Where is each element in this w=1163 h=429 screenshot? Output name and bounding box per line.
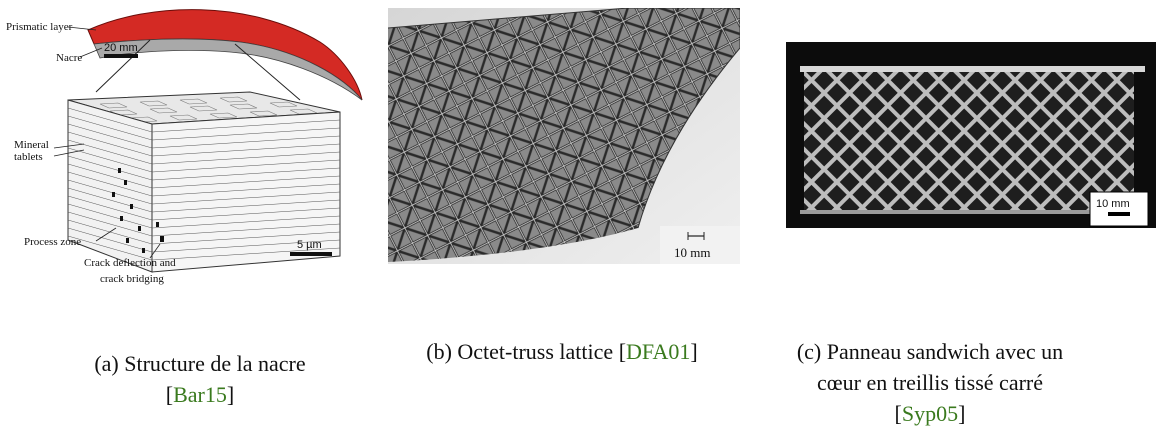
scale-top-bar xyxy=(104,54,138,58)
scale-box xyxy=(1089,191,1149,227)
nacre-layer-shape xyxy=(93,38,363,101)
truss-block xyxy=(388,8,740,262)
scale-top-label: 20 mm xyxy=(104,42,138,54)
scale-label-backdrop xyxy=(660,226,740,264)
front-tablet-rows xyxy=(67,107,153,261)
caption-c-ref-line: [Syp05] xyxy=(894,401,966,426)
caption-c: (c) Panneau sandwich avec un cœur en tre… xyxy=(770,336,1090,429)
scale-label: 10 mm xyxy=(674,245,710,260)
label-crack-deflection: Crack deflection and xyxy=(84,257,176,269)
label-mineral-tablets-2: tablets xyxy=(14,151,43,163)
scale-bottom-bar xyxy=(290,252,332,256)
hexagon-tiling xyxy=(99,96,318,123)
citation-link-dfa01[interactable]: DFA01 xyxy=(626,339,691,364)
caption-c-line2: cœur en treillis tissé carré xyxy=(816,370,1043,395)
label-process-zone: Process zone xyxy=(24,236,81,248)
lattice-core xyxy=(804,72,1134,210)
caption-a-line1: (a) Structure de la nacre xyxy=(94,351,306,376)
face-sheet-top xyxy=(800,66,1145,72)
label-nacre: Nacre xyxy=(56,52,82,64)
caption-a-ref-line: [Bar15] xyxy=(165,382,235,407)
label-prismatic-layer: Prismatic layer xyxy=(6,21,73,33)
label-mineral-tablets-1: Mineral xyxy=(14,139,49,151)
scale-bottom-label: 5 µm xyxy=(297,239,322,251)
caption-b: (b) Octet-truss lattice [DFA01] xyxy=(372,336,752,367)
caption-c-line1: (c) Panneau sandwich avec un xyxy=(796,339,1064,364)
citation-link-bar15[interactable]: Bar15 xyxy=(173,382,227,407)
sandwich-panel-photo: 10 mm xyxy=(786,42,1156,228)
side-tablet-rows xyxy=(151,119,341,261)
caption-a: (a) Structure de la nacre [Bar15] xyxy=(90,348,310,410)
citation-link-syp05[interactable]: Syp05 xyxy=(901,401,959,426)
octet-truss-photo: 10 mm xyxy=(388,8,740,264)
nacre-structure-diagram: Prismatic layer Nacre 20 mm Mineral tabl… xyxy=(6,9,363,285)
face-sheet-bottom xyxy=(800,210,1130,214)
scale-label: 10 mm xyxy=(1096,198,1130,210)
crack-zone-marks xyxy=(112,168,164,253)
label-crack-bridging: crack bridging xyxy=(100,273,164,285)
caption-b-text: (b) Octet-truss lattice xyxy=(426,339,614,364)
block-side-face xyxy=(151,111,341,273)
scale-bar xyxy=(1108,212,1130,216)
caption-b-line: (b) Octet-truss lattice [DFA01] xyxy=(426,339,698,364)
